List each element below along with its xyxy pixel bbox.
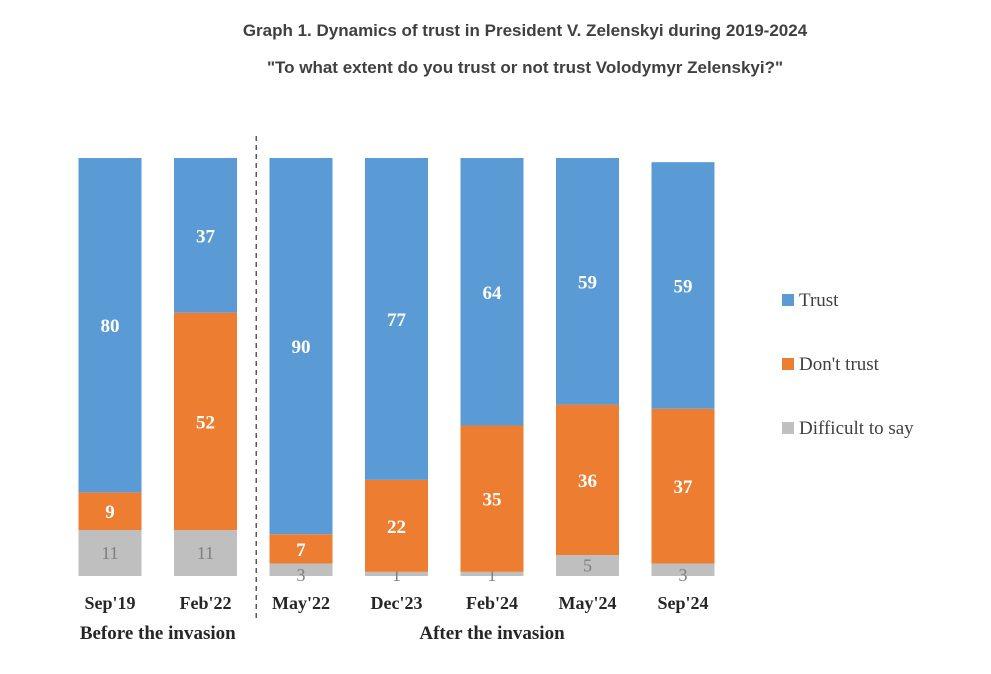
bar-difficult-to-say-feb-22 bbox=[174, 530, 237, 576]
legend-swatch-don-t-trust bbox=[782, 358, 794, 370]
data-label-difficult-to-say-may-22: 3 bbox=[297, 565, 306, 585]
period-label-before-the-invasion: Before the invasion bbox=[80, 623, 236, 644]
data-label-trust-dec-23: 77 bbox=[387, 310, 407, 331]
x-tick-may-24: May'24 bbox=[559, 593, 617, 613]
legend-label-difficult-to-say: Difficult to say bbox=[799, 418, 914, 439]
x-tick-sep-24: Sep'24 bbox=[657, 593, 708, 613]
period-label-after-the-invasion: After the invasion bbox=[419, 623, 565, 644]
x-tick-sep-19: Sep'19 bbox=[84, 593, 135, 613]
bar-don-t-trust-sep-24 bbox=[651, 408, 715, 564]
period-labels: Before the invasion After the invasion bbox=[80, 623, 565, 644]
chart-subtitle: "To what extent do you trust or not trus… bbox=[267, 58, 783, 77]
data-label-don-t-trust-sep-19: 9 bbox=[105, 502, 115, 523]
data-label-don-t-trust-dec-23: 22 bbox=[387, 517, 406, 538]
data-label-trust-feb-22: 37 bbox=[196, 226, 216, 247]
legend-label-don-t-trust: Don't trust bbox=[799, 354, 880, 375]
data-label-don-t-trust-may-22: 7 bbox=[296, 540, 306, 561]
bar-don-t-trust-dec-23 bbox=[365, 479, 428, 572]
bar-difficult-to-say-may-24 bbox=[556, 555, 619, 576]
legend: Trust Don't trust Difficult to say bbox=[782, 290, 914, 439]
bar-trust-feb-22 bbox=[174, 158, 237, 313]
chart-title: Graph 1. Dynamics of trust in President … bbox=[243, 21, 808, 40]
bar-trust-sep-19 bbox=[78, 158, 142, 493]
bar-trust-may-24 bbox=[556, 158, 619, 405]
data-label-don-t-trust-feb-24: 35 bbox=[483, 490, 502, 511]
data-label-don-t-trust-may-24: 36 bbox=[578, 471, 597, 492]
legend-swatch-difficult-to-say bbox=[782, 422, 794, 434]
data-label-difficult-to-say-feb-22: 11 bbox=[197, 543, 214, 563]
bar-difficult-to-say-may-22 bbox=[269, 563, 333, 576]
data-label-difficult-to-say-may-24: 5 bbox=[583, 556, 592, 576]
x-tick-feb-22: Feb'22 bbox=[180, 593, 232, 613]
x-axis-ticks: Sep'19 Feb'22 May'22 Dec'23 Feb'24 May'24 Sep'… bbox=[84, 593, 708, 613]
legend-swatch-trust bbox=[782, 294, 794, 306]
bar-trust-dec-23 bbox=[365, 158, 428, 480]
data-label-don-t-trust-feb-22: 52 bbox=[196, 412, 215, 433]
bar-don-t-trust-feb-22 bbox=[174, 312, 237, 531]
bar-don-t-trust-may-22 bbox=[269, 534, 333, 564]
data-label-trust-feb-24: 64 bbox=[483, 283, 503, 304]
bar-difficult-to-say-sep-24 bbox=[651, 563, 715, 576]
data-label-difficult-to-say-sep-24: 3 bbox=[679, 565, 688, 585]
data-label-difficult-to-say-dec-23: 1 bbox=[392, 565, 401, 585]
bar-don-t-trust-sep-19 bbox=[78, 492, 142, 531]
bar-difficult-to-say-feb-24 bbox=[460, 571, 524, 576]
legend-label-trust: Trust bbox=[799, 290, 839, 311]
bar-trust-sep-24 bbox=[651, 162, 715, 409]
x-tick-dec-23: Dec'23 bbox=[371, 593, 423, 613]
data-label-difficult-to-say-feb-24: 1 bbox=[488, 565, 497, 585]
bar-don-t-trust-feb-24 bbox=[460, 425, 524, 572]
data-label-trust-sep-24: 59 bbox=[674, 276, 693, 297]
data-label-trust-may-22: 90 bbox=[292, 337, 311, 358]
x-tick-may-22: May'22 bbox=[272, 593, 330, 613]
data-label-trust-may-24: 59 bbox=[578, 272, 597, 293]
bar-trust-feb-24 bbox=[460, 158, 524, 426]
bar-trust-may-22 bbox=[269, 158, 333, 535]
data-label-don-t-trust-sep-24: 37 bbox=[674, 477, 694, 498]
bar-difficult-to-say-sep-19 bbox=[78, 530, 142, 576]
bar-don-t-trust-may-24 bbox=[556, 404, 619, 556]
bar-difficult-to-say-dec-23 bbox=[365, 571, 428, 576]
data-label-trust-sep-19: 80 bbox=[101, 316, 120, 337]
data-label-difficult-to-say-sep-19: 11 bbox=[101, 543, 118, 563]
x-tick-feb-24: Feb'24 bbox=[466, 593, 518, 613]
